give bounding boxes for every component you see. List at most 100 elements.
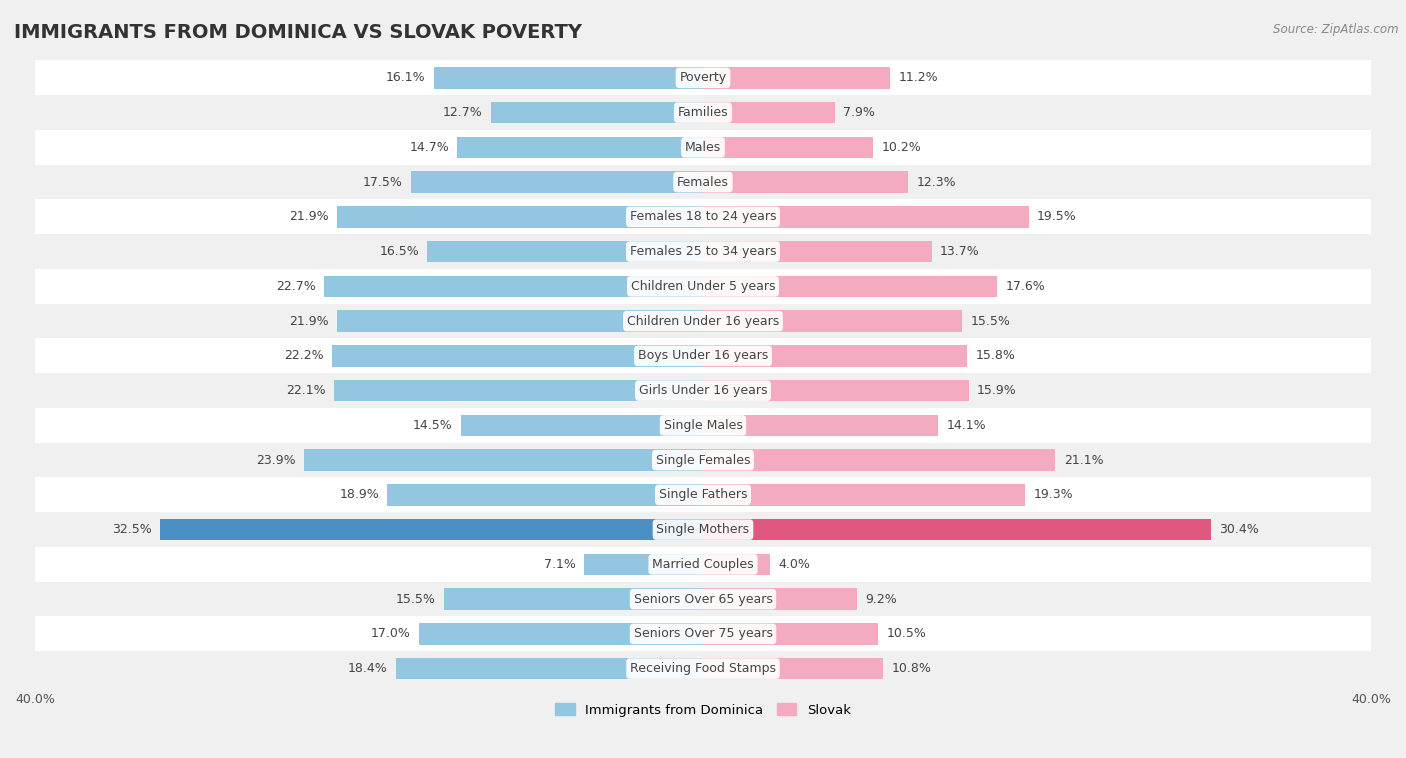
Bar xyxy=(337,310,703,332)
Bar xyxy=(434,67,703,89)
Text: Families: Families xyxy=(678,106,728,119)
Text: 10.2%: 10.2% xyxy=(882,141,921,154)
Text: 11.2%: 11.2% xyxy=(898,71,938,84)
Text: Girls Under 16 years: Girls Under 16 years xyxy=(638,384,768,397)
Text: 17.6%: 17.6% xyxy=(1005,280,1045,293)
Text: 19.3%: 19.3% xyxy=(1033,488,1073,501)
Text: Females: Females xyxy=(678,176,728,189)
Text: 23.9%: 23.9% xyxy=(256,453,295,467)
Bar xyxy=(444,588,703,610)
Bar xyxy=(703,484,1025,506)
Bar xyxy=(585,553,703,575)
Text: Seniors Over 75 years: Seniors Over 75 years xyxy=(634,628,772,641)
Bar xyxy=(35,130,1371,164)
Text: Single Males: Single Males xyxy=(664,419,742,432)
Text: 4.0%: 4.0% xyxy=(778,558,810,571)
Bar xyxy=(35,408,1371,443)
Text: 7.9%: 7.9% xyxy=(844,106,875,119)
Text: Females 25 to 34 years: Females 25 to 34 years xyxy=(630,245,776,258)
Bar xyxy=(703,171,908,193)
Bar xyxy=(703,241,932,262)
Bar xyxy=(35,234,1371,269)
Text: 10.8%: 10.8% xyxy=(891,662,932,675)
Bar xyxy=(35,61,1371,96)
Text: 12.3%: 12.3% xyxy=(917,176,956,189)
Text: 15.5%: 15.5% xyxy=(970,315,1010,327)
Text: 14.1%: 14.1% xyxy=(946,419,987,432)
Text: 19.5%: 19.5% xyxy=(1038,211,1077,224)
Bar xyxy=(703,588,856,610)
Text: 7.1%: 7.1% xyxy=(544,558,576,571)
Text: IMMIGRANTS FROM DOMINICA VS SLOVAK POVERTY: IMMIGRANTS FROM DOMINICA VS SLOVAK POVER… xyxy=(14,23,582,42)
Bar xyxy=(703,553,770,575)
Text: 10.5%: 10.5% xyxy=(887,628,927,641)
Text: Source: ZipAtlas.com: Source: ZipAtlas.com xyxy=(1274,23,1399,36)
Text: 18.4%: 18.4% xyxy=(347,662,387,675)
Text: Males: Males xyxy=(685,141,721,154)
Bar xyxy=(703,518,1211,540)
Text: 13.7%: 13.7% xyxy=(941,245,980,258)
Legend: Immigrants from Dominica, Slovak: Immigrants from Dominica, Slovak xyxy=(548,697,858,723)
Bar xyxy=(35,199,1371,234)
Bar xyxy=(35,547,1371,581)
Text: 21.9%: 21.9% xyxy=(290,315,329,327)
Text: 15.5%: 15.5% xyxy=(396,593,436,606)
Text: 32.5%: 32.5% xyxy=(112,523,152,536)
Bar xyxy=(419,623,703,644)
Text: 9.2%: 9.2% xyxy=(865,593,897,606)
Bar xyxy=(703,276,997,297)
Bar xyxy=(395,658,703,679)
Bar xyxy=(35,443,1371,478)
Bar xyxy=(35,616,1371,651)
Bar xyxy=(427,241,703,262)
Bar xyxy=(411,171,703,193)
Bar xyxy=(35,269,1371,304)
Bar xyxy=(332,345,703,367)
Text: Children Under 5 years: Children Under 5 years xyxy=(631,280,775,293)
Bar xyxy=(457,136,703,158)
Bar xyxy=(703,345,967,367)
Bar xyxy=(35,164,1371,199)
Bar xyxy=(35,581,1371,616)
Text: 21.1%: 21.1% xyxy=(1064,453,1104,467)
Text: 30.4%: 30.4% xyxy=(1219,523,1258,536)
Text: 22.2%: 22.2% xyxy=(284,349,323,362)
Bar xyxy=(35,651,1371,686)
Bar xyxy=(337,206,703,227)
Bar xyxy=(387,484,703,506)
Text: 14.7%: 14.7% xyxy=(409,141,449,154)
Text: 22.1%: 22.1% xyxy=(285,384,326,397)
Text: 12.7%: 12.7% xyxy=(443,106,482,119)
Text: Seniors Over 65 years: Seniors Over 65 years xyxy=(634,593,772,606)
Bar xyxy=(35,96,1371,130)
Text: Receiving Food Stamps: Receiving Food Stamps xyxy=(630,662,776,675)
Bar xyxy=(333,380,703,402)
Text: 15.9%: 15.9% xyxy=(977,384,1017,397)
Bar xyxy=(703,102,835,124)
Bar xyxy=(35,478,1371,512)
Text: 21.9%: 21.9% xyxy=(290,211,329,224)
Text: 18.9%: 18.9% xyxy=(339,488,380,501)
Bar xyxy=(703,658,883,679)
Bar xyxy=(703,415,938,436)
Text: Poverty: Poverty xyxy=(679,71,727,84)
Bar xyxy=(323,276,703,297)
Bar xyxy=(491,102,703,124)
Bar xyxy=(35,304,1371,339)
Bar xyxy=(703,310,962,332)
Bar xyxy=(703,206,1029,227)
Bar xyxy=(304,449,703,471)
Text: Single Females: Single Females xyxy=(655,453,751,467)
Text: 22.7%: 22.7% xyxy=(276,280,315,293)
Bar xyxy=(703,136,873,158)
Text: Single Fathers: Single Fathers xyxy=(659,488,747,501)
Text: 17.0%: 17.0% xyxy=(371,628,411,641)
Text: Boys Under 16 years: Boys Under 16 years xyxy=(638,349,768,362)
Text: 16.5%: 16.5% xyxy=(380,245,419,258)
Bar xyxy=(461,415,703,436)
Text: 15.8%: 15.8% xyxy=(976,349,1015,362)
Text: 14.5%: 14.5% xyxy=(413,419,453,432)
Text: Children Under 16 years: Children Under 16 years xyxy=(627,315,779,327)
Bar xyxy=(703,623,879,644)
Bar xyxy=(703,67,890,89)
